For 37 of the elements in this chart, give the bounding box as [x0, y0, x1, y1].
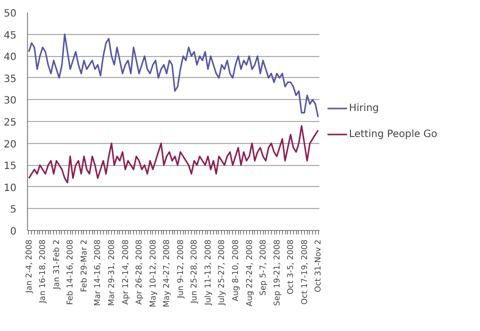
- legend-label: Letting People Go: [349, 128, 438, 140]
- y-tick-label: 10: [4, 182, 17, 194]
- x-tick-label: Mar 14-16, 2008: [93, 240, 102, 306]
- x-tick-label: Aug 22-24, 2008: [244, 239, 254, 306]
- y-tick-label: 5: [10, 204, 17, 216]
- y-tick-label: 50: [4, 8, 17, 20]
- x-tick-label: Sep 19-21, 2008: [272, 240, 282, 306]
- x-tick-label: Jan 31-Feb 2: [52, 239, 61, 290]
- y-tick-label: 20: [4, 139, 17, 150]
- x-tick-label: Oct 3-5, 2008: [286, 239, 296, 294]
- x-tick-label: Jun 25-28, 2008: [190, 240, 199, 304]
- x-tick-label: Apr 26-28, 2008: [134, 239, 144, 305]
- x-tick-label: Sep 5-7, 2008: [258, 239, 268, 296]
- x-tick-label: Feb 14-16, 2008: [66, 239, 75, 305]
- y-tick-label: 45: [4, 30, 17, 42]
- line-series: [28, 34, 319, 118]
- x-tick-label: Mar 29-31, 2008: [107, 240, 116, 306]
- y-tick-label: 40: [4, 52, 17, 64]
- x-tick-label: July 25-27, 2008: [217, 239, 226, 306]
- y-tick-label: 25: [4, 118, 17, 128]
- line-series: [28, 125, 319, 184]
- x-tick-label: May 10-12, 2008: [148, 239, 158, 308]
- x-tick-label: Apr 12-14, 2008: [120, 239, 130, 305]
- x-tick-label: Jan 16-18, 2008: [38, 239, 48, 304]
- legend-label: Hiring: [349, 102, 379, 114]
- x-tick-label: July 11-13, 2008: [203, 239, 212, 306]
- x-tick-label: Oct 31-Nov 2: [314, 240, 323, 292]
- x-tick-label: Oct 17-19, 2008: [300, 239, 309, 305]
- y-tick-label: 15: [4, 161, 17, 172]
- y-tick-label: 35: [4, 74, 17, 85]
- x-tick-label: Aug 8-10, 2008: [230, 240, 240, 302]
- x-tick-label: Jun 9-12, 2008: [176, 239, 185, 300]
- x-tick-label: Jan 2-4, 2008: [24, 239, 34, 294]
- y-tick-label: 0: [10, 226, 17, 238]
- x-tick-label: Feb 29-Mar 2: [79, 240, 88, 292]
- x-tick-label: May 24-27, 2008: [162, 239, 172, 308]
- y-tick-label: 30: [4, 96, 17, 107]
